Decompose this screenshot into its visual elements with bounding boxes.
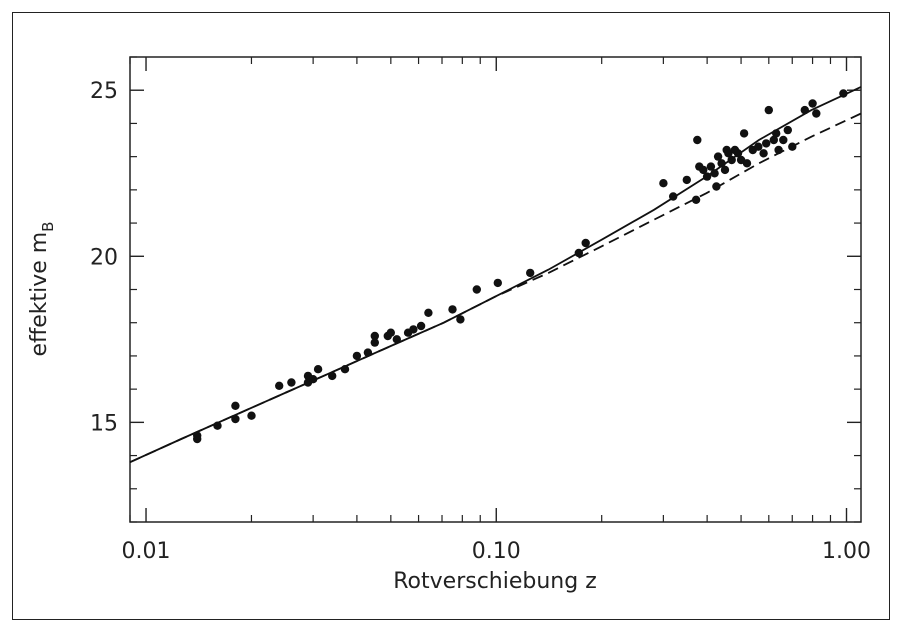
figure-frame bbox=[12, 12, 890, 620]
data-point bbox=[213, 421, 222, 430]
data-point bbox=[706, 162, 716, 171]
data-point bbox=[783, 125, 792, 135]
data-point bbox=[231, 401, 240, 410]
data-point bbox=[712, 182, 721, 191]
solid-fit-line bbox=[129, 86, 862, 464]
data-point bbox=[526, 268, 535, 278]
y-tick-label: 20 bbox=[90, 245, 118, 270]
data-point bbox=[839, 89, 848, 98]
data-point bbox=[808, 99, 817, 108]
data-point bbox=[313, 365, 323, 374]
y-axis-label-main: effektive m bbox=[27, 232, 52, 357]
x-axis-label: Rotverschiebung z bbox=[393, 569, 597, 594]
dashed-fit-line bbox=[129, 112, 862, 464]
data-point bbox=[247, 411, 256, 420]
data-point bbox=[574, 248, 583, 258]
data-point bbox=[724, 149, 733, 158]
data-point bbox=[193, 431, 202, 440]
data-point bbox=[717, 159, 726, 168]
y-axis-label: effektive mB bbox=[27, 222, 57, 357]
data-point bbox=[581, 238, 590, 248]
data-point bbox=[693, 135, 702, 145]
data-point bbox=[275, 381, 284, 390]
data-point bbox=[231, 414, 240, 424]
data-point bbox=[456, 315, 465, 324]
data-point bbox=[812, 109, 821, 118]
data-point bbox=[386, 328, 395, 337]
data-point bbox=[409, 325, 418, 334]
data-point bbox=[370, 338, 379, 347]
data-point bbox=[287, 378, 296, 387]
data-point bbox=[659, 179, 668, 188]
data-point bbox=[370, 331, 379, 341]
data-point bbox=[769, 135, 778, 145]
major-ticks bbox=[130, 57, 861, 522]
x-tick-labels: 0.01 0.10 1.00 bbox=[122, 539, 871, 564]
data-point bbox=[759, 149, 768, 158]
data-point bbox=[340, 365, 350, 374]
data-point bbox=[733, 149, 743, 158]
data-point bbox=[772, 129, 781, 138]
data-point bbox=[308, 375, 318, 384]
data-point bbox=[472, 285, 481, 294]
data-point bbox=[424, 308, 433, 317]
x-tick-label: 1.00 bbox=[822, 539, 871, 564]
data-point bbox=[779, 135, 788, 145]
x-tick-label: 0.10 bbox=[472, 539, 521, 564]
data-point bbox=[669, 192, 678, 201]
data-point bbox=[762, 139, 771, 148]
data-point bbox=[448, 305, 457, 314]
data-points bbox=[193, 89, 848, 444]
data-point bbox=[727, 155, 736, 165]
data-point bbox=[392, 335, 401, 344]
data-point bbox=[754, 142, 763, 151]
data-point bbox=[800, 105, 809, 115]
x-tick-label: 0.01 bbox=[122, 539, 171, 564]
data-point bbox=[328, 371, 337, 381]
minor-ticks bbox=[129, 56, 861, 523]
data-point bbox=[788, 142, 797, 151]
y-axis-label-subscript: B bbox=[39, 222, 57, 232]
data-point bbox=[742, 159, 752, 168]
data-point bbox=[710, 169, 719, 178]
data-point bbox=[739, 129, 749, 138]
data-point bbox=[691, 195, 701, 204]
data-point bbox=[699, 165, 708, 175]
data-point bbox=[702, 172, 712, 181]
data-point bbox=[352, 351, 362, 361]
plot-area bbox=[129, 56, 862, 523]
y-tick-label: 25 bbox=[90, 79, 118, 104]
fit-lines bbox=[129, 86, 862, 464]
data-point bbox=[764, 105, 773, 115]
data-point bbox=[713, 152, 723, 161]
data-point bbox=[682, 175, 691, 185]
data-point bbox=[493, 278, 502, 288]
y-tick-labels: 15 20 25 bbox=[90, 79, 118, 436]
y-tick-label: 15 bbox=[90, 411, 118, 436]
data-point bbox=[416, 321, 426, 331]
data-point bbox=[774, 145, 783, 155]
data-point bbox=[720, 165, 730, 175]
data-point bbox=[363, 348, 373, 357]
